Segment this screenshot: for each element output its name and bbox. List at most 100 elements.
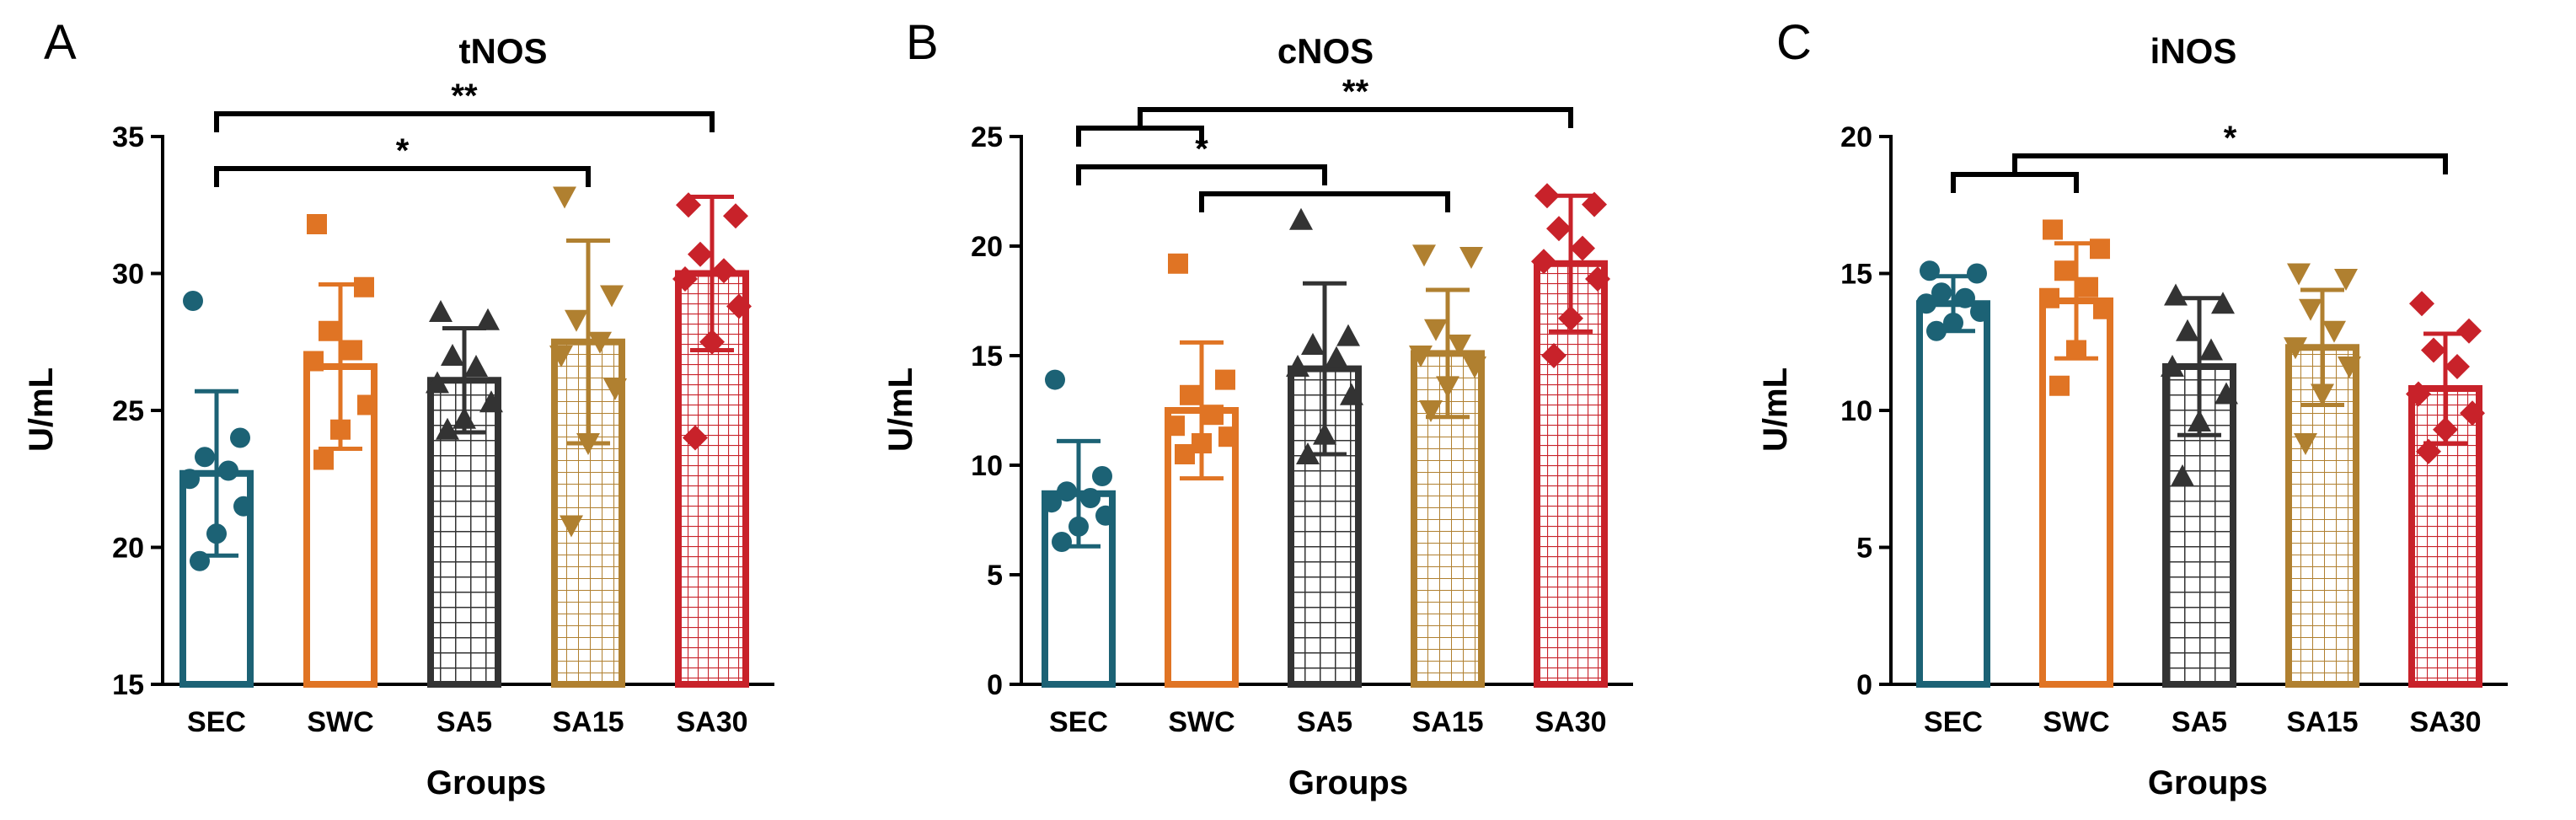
significance-sub-bracket bbox=[1076, 126, 1204, 147]
data-point-swc bbox=[2066, 340, 2086, 361]
x-tick-label: SEC bbox=[1924, 706, 1983, 738]
x-tick-label: SA5 bbox=[436, 706, 492, 738]
significance-sub-bracket bbox=[1951, 172, 2079, 193]
data-point-sec bbox=[183, 291, 203, 311]
data-point-sa15 bbox=[1463, 356, 1486, 378]
panel-b: B cNOS U/mL Groups 0 5 10 15 20 25 SEC SWC SA5 SA… bbox=[882, 15, 1633, 801]
data-point-sa5 bbox=[1301, 333, 1325, 355]
data-point-sec bbox=[1052, 532, 1072, 552]
data-point-sa5 bbox=[1289, 207, 1313, 230]
data-point-sa15 bbox=[553, 186, 576, 209]
data-point-swc bbox=[1165, 415, 1185, 437]
data-point-swc bbox=[2049, 375, 2070, 396]
y-tick-label: 0 bbox=[987, 669, 1003, 701]
data-point-sec bbox=[1057, 481, 1077, 502]
data-point-sa5 bbox=[2171, 464, 2194, 486]
data-point-sa15 bbox=[2311, 383, 2334, 406]
x-tick-label: SA5 bbox=[2172, 706, 2227, 738]
data-point-swc bbox=[1175, 444, 1195, 464]
significance-label: * bbox=[1195, 131, 1208, 168]
data-point-sa5 bbox=[1336, 324, 1360, 346]
x-axis-label: Groups bbox=[426, 764, 546, 801]
data-point-swc bbox=[1215, 369, 1235, 390]
data-point-sec bbox=[1967, 263, 1987, 284]
data-point-sa5 bbox=[1340, 383, 1363, 405]
data-point-sa5 bbox=[441, 344, 464, 366]
y-tick-label: 35 bbox=[112, 121, 144, 153]
bar-sa30 bbox=[1534, 260, 1608, 688]
data-point-sa30 bbox=[1585, 266, 1610, 292]
data-point-swc bbox=[2093, 298, 2113, 319]
data-point-sec bbox=[1042, 492, 1062, 513]
data-point-sec bbox=[1068, 516, 1089, 537]
x-tick-label: SEC bbox=[187, 706, 246, 738]
data-point-sa15 bbox=[2299, 298, 2322, 321]
data-point-sa30 bbox=[723, 203, 748, 229]
data-point-sec bbox=[179, 469, 200, 490]
data-point-sa5 bbox=[426, 371, 449, 394]
y-tick-label: 20 bbox=[1840, 121, 1872, 153]
x-axis-label: Groups bbox=[1288, 764, 1408, 801]
significance-bracket bbox=[214, 111, 715, 132]
data-point-sa15 bbox=[2287, 263, 2311, 286]
data-point-sa5 bbox=[476, 308, 500, 330]
y-tick-label: 25 bbox=[112, 395, 144, 427]
data-point-sa30 bbox=[688, 241, 713, 267]
data-point-sa30 bbox=[1534, 183, 1560, 209]
data-point-sa30 bbox=[1582, 191, 1607, 217]
data-point-sa30 bbox=[676, 192, 701, 218]
data-point-sa15 bbox=[1424, 319, 1448, 341]
significance-bracket bbox=[1138, 107, 1573, 128]
x-tick-label: SWC bbox=[1168, 706, 1234, 738]
data-point-sec bbox=[218, 460, 238, 481]
data-point-sa30 bbox=[2433, 416, 2458, 442]
x-tick-label: SA30 bbox=[1534, 706, 1606, 738]
panel-letter: B bbox=[906, 15, 939, 70]
data-point-sa30 bbox=[1541, 343, 1566, 368]
data-point-sa5 bbox=[1286, 355, 1309, 377]
data-point-sa30 bbox=[2409, 291, 2434, 317]
data-point-sa30 bbox=[699, 329, 725, 355]
significance-label: * bbox=[396, 132, 410, 169]
panel-a: A tNOS U/mL Groups 15 20 25 30 35 SEC SWC SA5 SA… bbox=[23, 15, 774, 801]
data-point-sa15 bbox=[2334, 269, 2358, 291]
data-point-sa15 bbox=[1409, 346, 1433, 367]
data-point-swc bbox=[313, 449, 334, 470]
data-point-sa15 bbox=[2322, 320, 2346, 343]
data-point-sec bbox=[1970, 302, 1990, 322]
y-tick-label: 10 bbox=[1840, 395, 1872, 427]
data-point-sa30 bbox=[1570, 235, 1595, 261]
data-point-sa30 bbox=[683, 425, 708, 451]
y-tick-label: 5 bbox=[1856, 533, 1872, 565]
y-tick-label: 15 bbox=[1840, 259, 1872, 291]
data-point-sec bbox=[1926, 320, 1947, 341]
data-point-sa30 bbox=[2445, 354, 2470, 379]
data-point-sa15 bbox=[1412, 244, 1436, 267]
data-point-sa5 bbox=[2176, 319, 2199, 341]
data-point-swc bbox=[319, 320, 339, 341]
data-point-sa30 bbox=[1558, 305, 1583, 331]
data-point-sa15 bbox=[1419, 400, 1443, 422]
x-tick-label: SA30 bbox=[676, 706, 747, 738]
bar-swc bbox=[2039, 297, 2113, 688]
bar-sa15 bbox=[551, 338, 625, 688]
data-point-sec bbox=[1092, 466, 1112, 486]
data-point-sa15 bbox=[1448, 335, 1471, 356]
x-tick-label: SA5 bbox=[1297, 706, 1352, 738]
data-point-sec bbox=[233, 496, 254, 517]
data-point-sa15 bbox=[2284, 337, 2307, 360]
y-axis-label: U/mL bbox=[23, 367, 60, 452]
panel-letter: C bbox=[1776, 15, 1812, 70]
y-tick-label: 20 bbox=[971, 231, 1003, 263]
data-point-sa5 bbox=[2215, 382, 2238, 405]
data-point-sec bbox=[1045, 369, 1065, 390]
data-point-sec bbox=[1931, 282, 1952, 303]
data-point-sec bbox=[1080, 488, 1101, 508]
data-point-swc bbox=[1203, 405, 1224, 426]
data-point-swc bbox=[307, 214, 327, 234]
data-point-swc bbox=[2054, 260, 2075, 281]
y-tick-label: 15 bbox=[112, 669, 144, 701]
y-tick-label: 25 bbox=[971, 121, 1003, 153]
data-point-sa5 bbox=[1296, 442, 1320, 464]
